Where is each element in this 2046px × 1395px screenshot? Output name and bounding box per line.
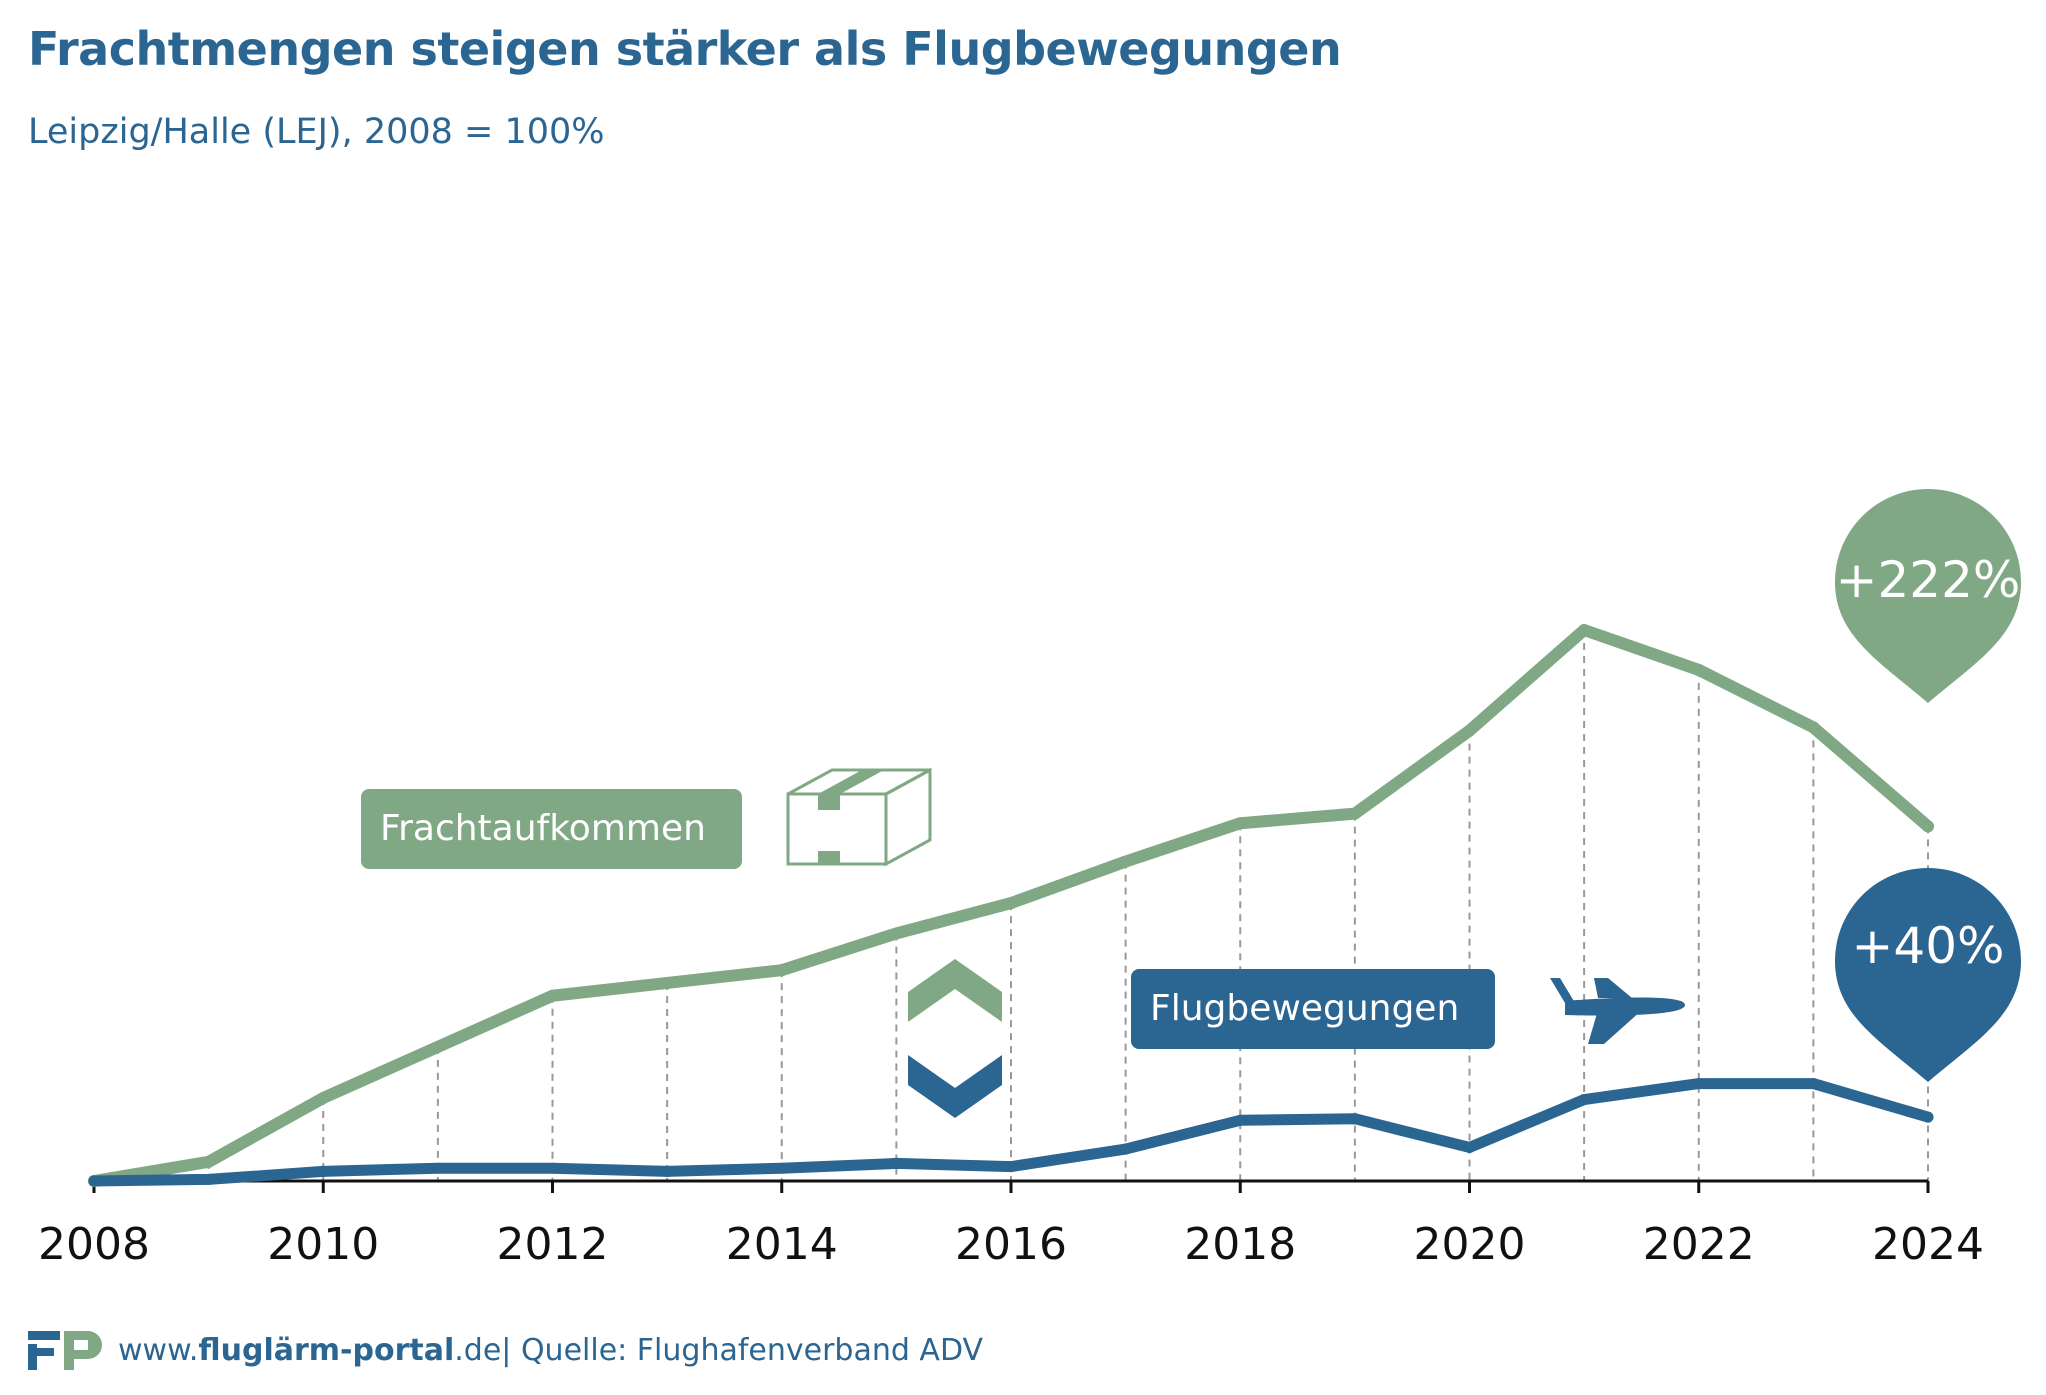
grid-lines — [207, 629, 1929, 1181]
chart-series — [88, 623, 1934, 1187]
data-point-flug — [1349, 1113, 1361, 1125]
data-point-fracht — [1234, 817, 1247, 830]
data-point-flug — [88, 1175, 100, 1187]
flug-label: Flugbewegungen — [1131, 969, 1495, 1049]
data-point-fracht — [1807, 721, 1820, 734]
x-tick-label: 2022 — [1643, 1219, 1755, 1270]
data-point-fracht — [1463, 724, 1476, 737]
data-point-flug — [890, 1157, 902, 1169]
flug-change-text: +40% — [1851, 917, 2004, 975]
data-point-flug — [317, 1165, 329, 1177]
data-point-fracht — [431, 1040, 444, 1053]
data-point-flug — [1464, 1141, 1475, 1153]
flug-label-bg — [1131, 969, 1495, 1049]
data-point-flug — [1234, 1114, 1246, 1126]
x-tick-label: 2016 — [955, 1219, 1067, 1270]
data-point-flug — [203, 1173, 215, 1185]
chart-subtitle: Leipzig/Halle (LEJ), 2008 = 100% — [28, 112, 605, 152]
fracht-label: Frachtaufkommen — [361, 789, 742, 869]
data-point-flug — [661, 1165, 673, 1177]
x-tick-label: 2024 — [1872, 1219, 1984, 1270]
data-point-fracht — [1692, 663, 1705, 676]
data-point-fracht — [317, 1091, 330, 1104]
x-tick-label: 2010 — [267, 1219, 379, 1270]
flug-label-text: Flugbewegungen — [1150, 988, 1459, 1029]
data-point-fracht — [1005, 897, 1017, 910]
x-tick-label: 2018 — [1184, 1219, 1296, 1270]
fracht-label-text: Frachtaufkommen — [380, 808, 706, 849]
footer-site-name[interactable]: fluglärm-portal — [198, 1332, 455, 1368]
data-point-fracht — [890, 927, 903, 940]
data-point-flug — [1005, 1161, 1017, 1173]
footer: www. fluglärm-portal .de | Quelle: Flughaf… — [28, 1328, 983, 1372]
fracht-change-text: +222% — [1836, 551, 2021, 609]
x-tick-label: 2012 — [497, 1219, 609, 1270]
footer-source: | Quelle: Flughafenverband ADV — [501, 1332, 984, 1368]
data-point-fracht — [1119, 855, 1132, 868]
data-point-flug — [1807, 1078, 1819, 1090]
x-tick-label: 2008 — [38, 1219, 150, 1270]
data-point-flug — [432, 1162, 444, 1174]
data-point-fracht — [1922, 820, 1934, 833]
data-point-fracht — [546, 989, 559, 1002]
footer-site-prefix[interactable]: www. — [118, 1332, 199, 1368]
chart-title: Frachtmengen steigen stärker als Flugbew… — [28, 22, 1342, 76]
data-point-flug — [1922, 1111, 1934, 1123]
data-point-flug — [1578, 1094, 1590, 1106]
airplane-icon — [1550, 978, 1685, 1044]
x-tick-label: 2020 — [1414, 1219, 1526, 1270]
data-point-fracht — [202, 1155, 215, 1168]
footer-site-suffix[interactable]: .de — [454, 1332, 502, 1368]
line-chart: 2008 2010 2012 2014 2016 2018 2020 2022 2024 Fra… — [38, 489, 2021, 1270]
flug-change-pin: +40% — [1835, 868, 2021, 1082]
package-box-icon — [786, 767, 932, 867]
chevron-up-down-icon — [908, 959, 1002, 1118]
data-point-fracht — [775, 964, 788, 977]
x-axis: 2008 2010 2012 2014 2016 2018 2020 2022 2024 — [38, 1179, 1984, 1270]
data-point-fracht — [1348, 807, 1361, 820]
data-point-fracht — [661, 976, 674, 989]
fracht-change-pin: +222% — [1835, 489, 2021, 703]
data-point-flug — [1120, 1143, 1132, 1155]
data-point-fracht — [1578, 623, 1591, 636]
x-tick-label: 2014 — [726, 1219, 838, 1270]
fracht-label-bg — [361, 789, 742, 869]
data-point-flug — [1693, 1078, 1705, 1090]
fp-logo-icon — [28, 1331, 102, 1370]
data-point-flug — [547, 1162, 558, 1174]
data-point-flug — [776, 1162, 788, 1174]
